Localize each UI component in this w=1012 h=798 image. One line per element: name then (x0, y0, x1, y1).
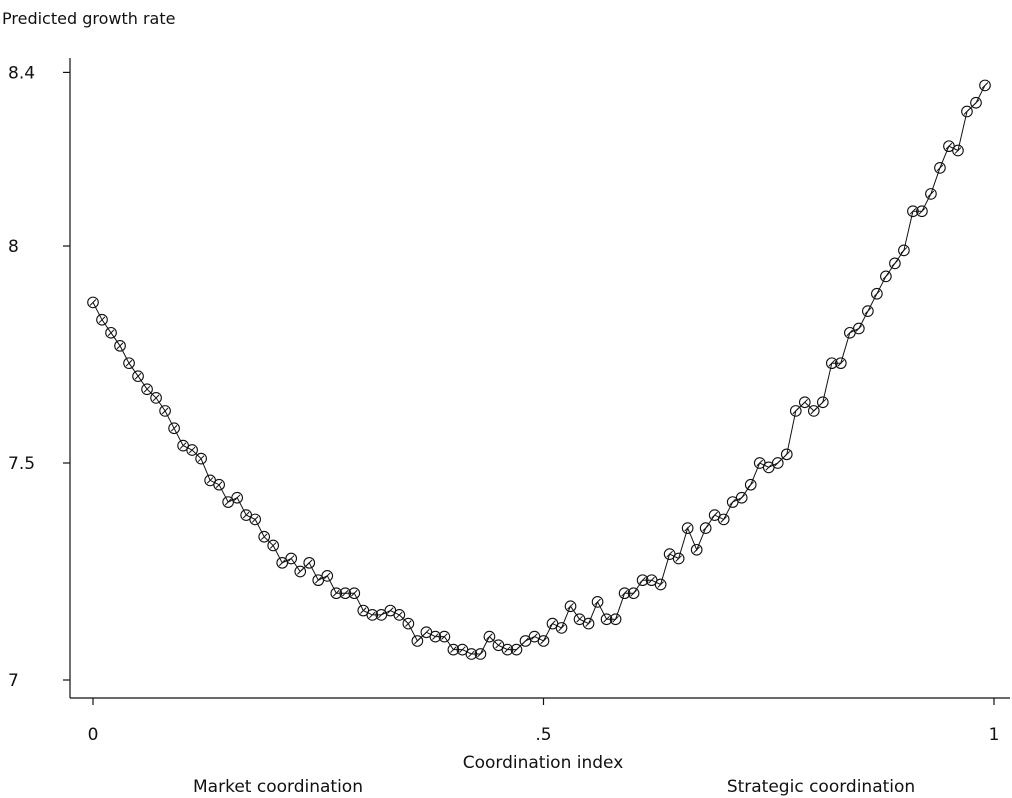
data-point (862, 305, 874, 317)
data-point (916, 205, 928, 218)
data-point (195, 452, 207, 465)
y-tick-label: 7.5 (8, 454, 35, 474)
data-points (87, 79, 991, 660)
data-point (537, 635, 550, 647)
data-point (132, 370, 144, 383)
data-point (438, 630, 451, 643)
data-point (699, 522, 712, 534)
data-point (348, 587, 361, 600)
data-point (510, 643, 523, 656)
data-point (889, 257, 901, 270)
x-axis-title: Coordination index (463, 753, 624, 773)
data-point (672, 552, 685, 565)
data-point (150, 392, 162, 404)
data-point (880, 270, 892, 283)
data-point (231, 491, 244, 504)
data-point (213, 478, 225, 491)
data-point (952, 144, 964, 157)
data-point (591, 596, 604, 608)
data-point (267, 539, 280, 552)
x-axis-ticks: 0.5 1 (88, 698, 1000, 745)
data-point (744, 478, 757, 491)
data-point (393, 609, 406, 621)
y-axis-ticks: 7 7.5 8 8.4 (8, 63, 70, 691)
y-tick-label: 8 (8, 237, 19, 257)
data-point (249, 513, 262, 526)
data-point (961, 105, 973, 118)
data-point (96, 313, 108, 326)
data-point (798, 396, 811, 409)
data-point (807, 405, 820, 417)
data-point (834, 357, 847, 370)
data-point (168, 422, 180, 435)
data-point (690, 543, 703, 556)
data-point (87, 296, 99, 309)
data-point (474, 648, 487, 660)
data-point (114, 339, 126, 352)
data-point (871, 287, 883, 300)
data-point (366, 609, 379, 621)
x-tick-label: .5 (535, 725, 551, 745)
data-point (501, 643, 514, 656)
data-point (618, 587, 631, 600)
y-tick-label: 7 (8, 671, 19, 691)
x-annotation-strategic-coordination: Strategic coordination (727, 777, 915, 797)
data-point (636, 574, 649, 587)
data-point (429, 630, 442, 643)
data-point (771, 457, 784, 469)
data-point (825, 357, 838, 370)
series-line (92, 85, 986, 655)
data-point (852, 322, 865, 335)
y-axis-title: Predicted growth rate (2, 9, 175, 28)
data-point (654, 578, 667, 591)
data-point (970, 96, 982, 109)
data-point (258, 530, 271, 543)
data-point (483, 630, 496, 643)
data-point (402, 617, 415, 630)
data-point (600, 613, 613, 626)
data-point (780, 448, 793, 461)
data-point (979, 79, 991, 92)
data-point (330, 587, 343, 600)
data-point (294, 565, 307, 578)
x-tick-label: 0 (88, 725, 99, 745)
data-point (735, 491, 748, 504)
data-point (898, 244, 910, 257)
data-point (934, 162, 946, 174)
data-point (447, 643, 460, 656)
y-tick-label: 8.4 (8, 63, 35, 83)
data-point (627, 587, 640, 600)
data-point (789, 405, 802, 417)
data-point (465, 648, 478, 660)
data-point (303, 556, 316, 569)
data-point (555, 622, 568, 634)
data-point (582, 617, 595, 630)
data-point (925, 188, 937, 200)
data-point (141, 383, 153, 396)
data-point (816, 396, 829, 409)
data-point (285, 552, 298, 565)
x-annotation-market-coordination: Market coordination (193, 777, 363, 797)
data-point (159, 405, 171, 417)
data-point (411, 635, 424, 647)
data-point (321, 569, 334, 582)
data-point (186, 444, 198, 456)
data-point (564, 600, 577, 613)
data-point (609, 613, 622, 626)
data-point (681, 522, 694, 534)
data-point (717, 513, 730, 526)
data-point (339, 587, 352, 600)
data-point (105, 326, 117, 339)
data-point (907, 205, 919, 218)
x-tick-label: 1 (989, 725, 1000, 745)
data-point (123, 357, 135, 370)
